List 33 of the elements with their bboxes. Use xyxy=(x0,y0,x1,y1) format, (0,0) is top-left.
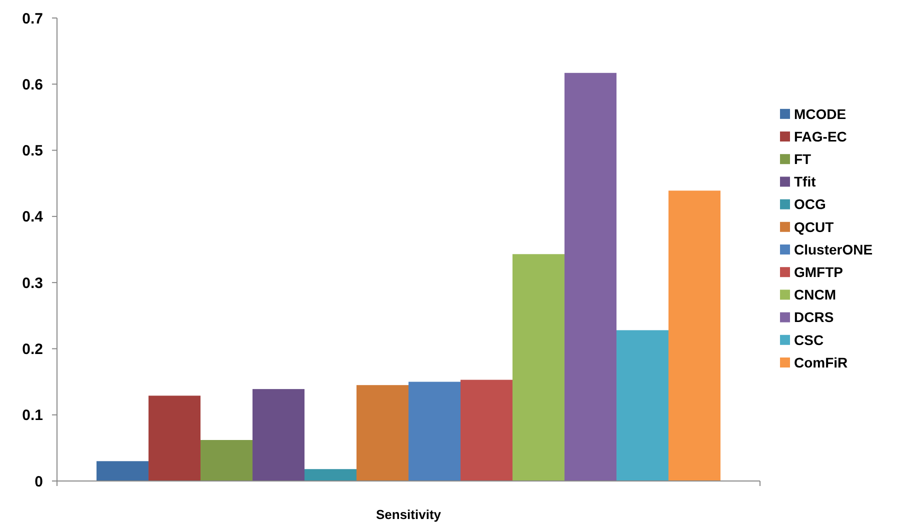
y-tick-label: 0.4 xyxy=(22,208,44,226)
legend-label: CNCM xyxy=(794,286,836,303)
y-tick-label: 0.1 xyxy=(22,407,43,424)
bar xyxy=(564,72,616,481)
y-tick-label: 0 xyxy=(34,473,43,490)
legend-label: CSC xyxy=(794,332,824,348)
legend-label: GMFTP xyxy=(794,264,843,280)
bar xyxy=(96,461,149,481)
legend-label: OCG xyxy=(794,196,826,212)
x-tick-label: Sensitivity xyxy=(376,507,442,522)
legend-label: Tfit xyxy=(794,174,816,190)
legend-label: MCODE xyxy=(794,106,846,122)
bar xyxy=(408,382,460,481)
y-tick-label: 0.6 xyxy=(22,76,43,94)
legend-label: ComFiR xyxy=(794,354,848,370)
bar xyxy=(356,385,408,481)
y-tick-label: 0.5 xyxy=(22,142,43,160)
bar xyxy=(148,396,201,481)
legend-label: QCUT xyxy=(794,218,834,235)
y-tick-label: 0.2 xyxy=(22,340,43,358)
bar xyxy=(668,190,720,481)
legend-label: FAG-EC xyxy=(794,128,847,144)
bar xyxy=(200,440,253,481)
legend-label: FT xyxy=(794,151,812,167)
y-tick-label: 0.7 xyxy=(22,10,43,28)
legend-label: DCRS xyxy=(794,309,834,326)
legend-label: ClusterONE xyxy=(794,241,873,258)
y-tick-label: 0.3 xyxy=(22,274,43,292)
bar xyxy=(512,254,564,481)
bar xyxy=(460,380,512,481)
bar xyxy=(252,389,305,481)
bar xyxy=(616,330,668,481)
bar xyxy=(304,469,357,481)
